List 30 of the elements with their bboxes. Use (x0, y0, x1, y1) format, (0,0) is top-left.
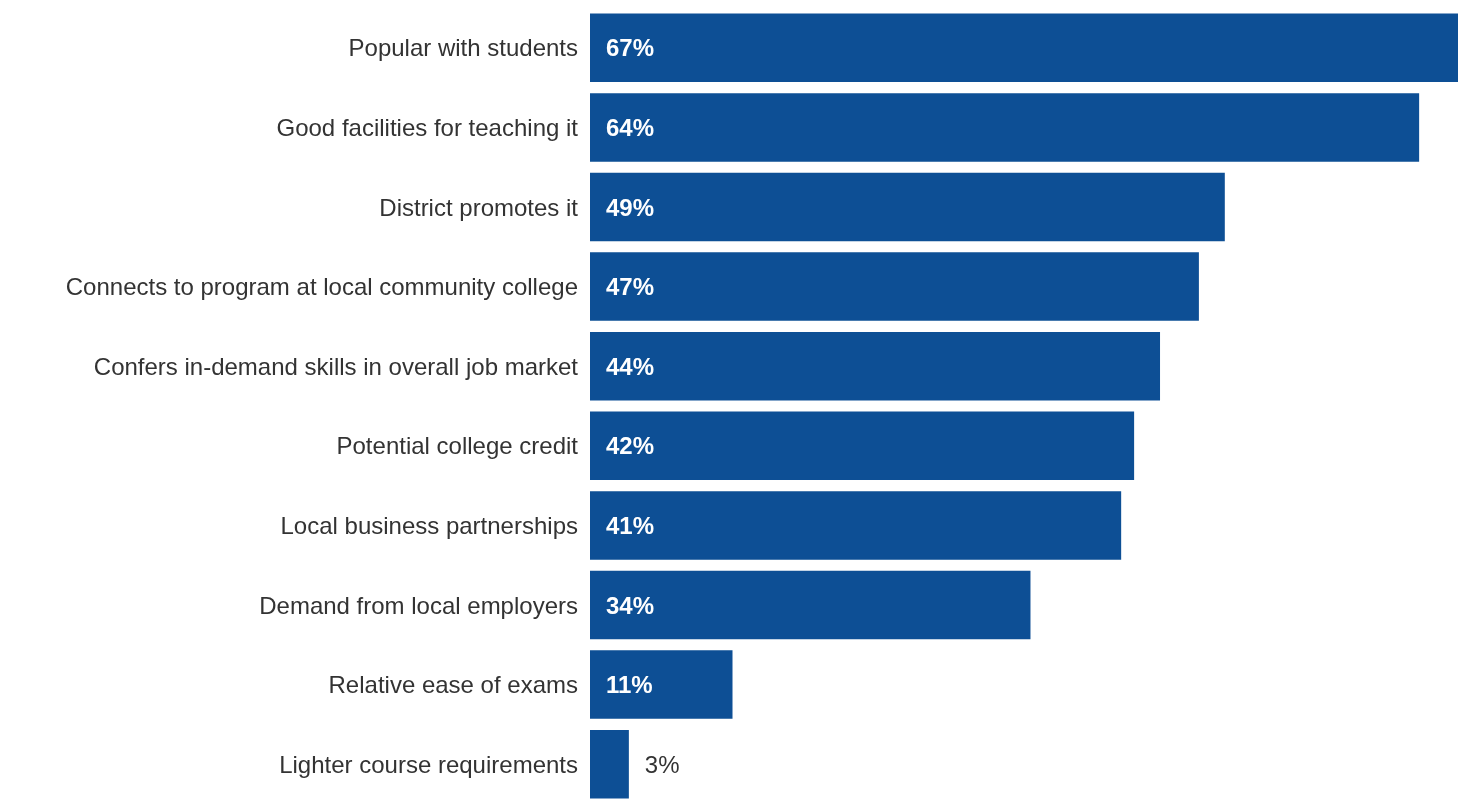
bar (590, 331, 1161, 401)
y-tick-label: Relative ease of exams (328, 671, 578, 699)
bar (590, 650, 733, 719)
y-tick-label: Good facilities for teaching it (276, 113, 579, 141)
y-tick-label: Potential college credit (336, 432, 579, 460)
bar (590, 93, 1420, 162)
data-label: 49% (606, 193, 655, 221)
y-tick-label: Confers in-demand skills in overall job market (93, 352, 579, 380)
bar (590, 729, 629, 799)
y-tick-label: Popular with students (348, 34, 578, 62)
y-tick-label: Lighter course requirements (279, 750, 578, 778)
bar (590, 252, 1199, 321)
y-tick-label: Demand from local employers (259, 591, 578, 619)
y-tick-label: Connects to program at local community college (65, 273, 578, 301)
bar (590, 411, 1135, 481)
bar (590, 570, 1031, 640)
data-label: 34% (606, 591, 655, 619)
y-tick-label: District promotes it (379, 193, 579, 221)
data-label: 67% (606, 34, 655, 62)
bar (590, 172, 1225, 242)
data-label: 3% (644, 750, 680, 778)
data-label: 47% (606, 273, 655, 301)
bar (590, 13, 1458, 83)
data-label: 11% (606, 671, 653, 699)
data-label: 42% (606, 432, 655, 460)
y-tick-label: Local business partnerships (280, 511, 578, 539)
bar (590, 491, 1122, 560)
data-label: 64% (606, 113, 655, 141)
data-label: 44% (606, 352, 655, 380)
data-label: 41% (606, 511, 655, 539)
